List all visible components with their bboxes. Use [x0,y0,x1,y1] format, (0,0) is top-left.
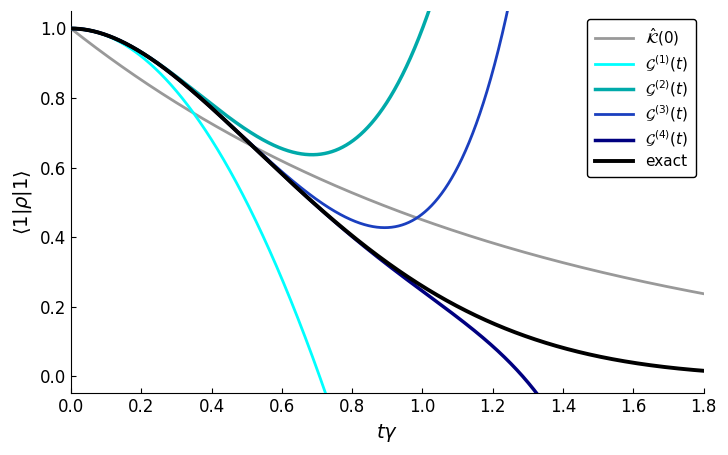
exact [700,368,708,374]
$\mathcal{G}^{(2)}(t)$ [139,51,148,56]
$\hat{\mathcal{K}}(0)$ [176,102,185,108]
$\mathcal{G}^{(2)}(t)$ [337,145,346,151]
$\hat{\mathcal{K}}(0)$ [700,291,708,297]
$\mathcal{G}^{(1)}(t)$ [309,357,318,363]
$\mathcal{G}^{(1)}(t)$ [66,26,75,31]
X-axis label: $t\gamma$: $t\gamma$ [376,422,398,444]
$\hat{\mathcal{K}}(0)$ [139,78,148,84]
$\mathcal{G}^{(1)}(t)$ [139,55,148,61]
Line: exact: exact [71,29,704,371]
$\hat{\mathcal{K}}(0)$ [309,173,318,179]
$\mathcal{G}^{(1)}(t)$ [336,436,345,441]
$\mathcal{G}^{(2)}(t)$ [176,77,185,83]
$\hat{\mathcal{K}}(0)$ [619,274,628,280]
$\mathcal{G}^{(4)}(t)$ [309,200,318,206]
Line: $\mathcal{G}^{(3)}(t)$: $\mathcal{G}^{(3)}(t)$ [71,0,704,228]
exact [687,367,696,373]
$\mathcal{G}^{(3)}(t)$ [176,78,185,84]
$\hat{\mathcal{K}}(0)$ [66,26,75,31]
exact [139,51,148,56]
Line: $\hat{\mathcal{K}}(0)$: $\hat{\mathcal{K}}(0)$ [71,29,704,294]
$\mathcal{G}^{(3)}(t)$ [380,225,389,230]
$\mathcal{G}^{(2)}(t)$ [308,152,317,157]
$\mathcal{G}^{(3)}(t)$ [139,51,148,56]
exact [619,359,628,364]
$\hat{\mathcal{K}}(0)$ [687,288,696,294]
Line: $\mathcal{G}^{(1)}(t)$: $\mathcal{G}^{(1)}(t)$ [71,29,704,455]
$\mathcal{G}^{(3)}(t)$ [309,194,318,200]
exact [176,78,185,84]
exact [66,26,75,31]
$\hat{\mathcal{K}}(0)$ [336,185,345,191]
$\mathcal{G}^{(4)}(t)$ [66,26,75,31]
Legend: $\hat{\mathcal{K}}(0)$, $\mathcal{G}^{(1)}(t)$, $\mathcal{G}^{(2)}(t)$, $\mathca: $\hat{\mathcal{K}}(0)$, $\mathcal{G}^{(1… [587,19,696,177]
exact [336,224,345,229]
$\mathcal{G}^{(1)}(t)$ [176,93,185,99]
$\mathcal{G}^{(2)}(t)$ [309,152,318,157]
$\mathcal{G}^{(4)}(t)$ [139,51,148,56]
$\mathcal{G}^{(3)}(t)$ [336,212,345,217]
$\mathcal{G}^{(4)}(t)$ [176,78,185,84]
$\mathcal{G}^{(4)}(t)$ [336,224,345,230]
Line: $\mathcal{G}^{(2)}(t)$: $\mathcal{G}^{(2)}(t)$ [71,0,704,155]
Line: $\mathcal{G}^{(4)}(t)$: $\mathcal{G}^{(4)}(t)$ [71,29,704,455]
exact [309,200,318,206]
$\mathcal{G}^{(3)}(t)$ [66,26,75,31]
$\mathcal{G}^{(2)}(t)$ [66,26,75,31]
Y-axis label: $\langle 1|\rho|1\rangle$: $\langle 1|\rho|1\rangle$ [11,169,34,235]
